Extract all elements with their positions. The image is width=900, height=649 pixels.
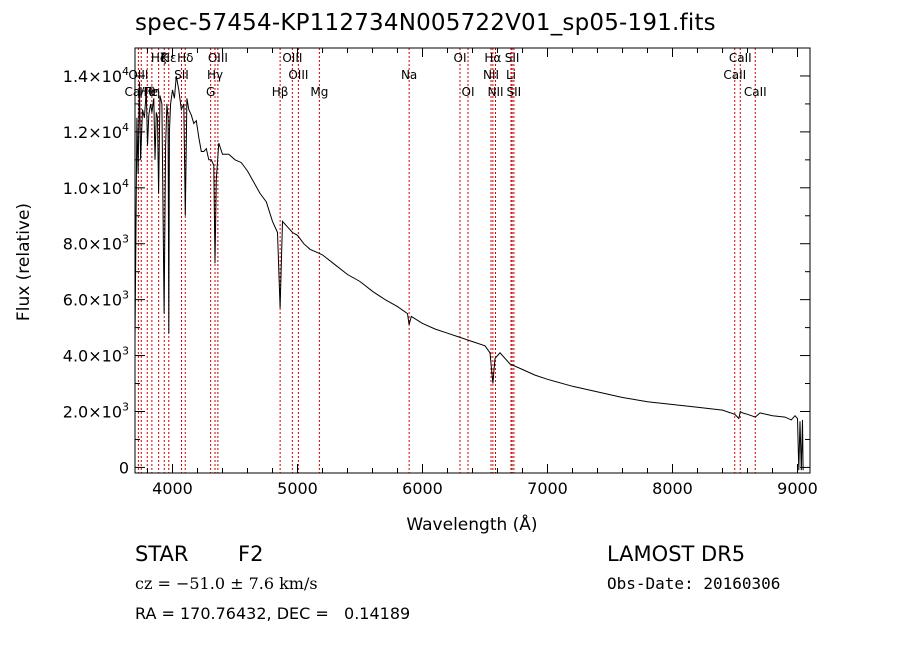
line-label: Hε <box>161 51 177 65</box>
observation-date: Obs-Date: 20160306 <box>607 574 781 593</box>
line-label: Hα <box>484 51 501 65</box>
line-label: Hδ <box>177 51 193 65</box>
y-axis-ticks: 0 2.0×103 4.0×103 6.0×103 8.0×103 1.0×104 1.2×… <box>63 65 810 477</box>
y-axis-label: Flux (relative) <box>14 203 34 321</box>
chart-title: spec-57454-KP112734N005722V01_sp05-191.f… <box>135 10 716 36</box>
y-tick-label: 0 <box>119 458 129 477</box>
line-label: K <box>160 51 169 65</box>
line-label: CaII <box>744 85 767 99</box>
x-tick-label: 5000 <box>277 479 318 498</box>
x-tick-label: 6000 <box>402 479 443 498</box>
line-label: Hθ <box>139 85 155 99</box>
emission-line-markers <box>137 48 756 473</box>
line-label: SII <box>174 68 189 82</box>
line-label: OI <box>454 51 467 65</box>
line-label: Mg <box>310 85 328 99</box>
spectrum-line <box>134 75 804 471</box>
line-label: Hζ <box>151 51 167 65</box>
line-label: Hβ <box>272 85 289 99</box>
line-label: OIII <box>282 51 302 65</box>
survey-name: LAMOST DR5 <box>607 542 746 566</box>
line-label: OIII <box>288 68 308 82</box>
y-tick-label: 6.0×103 <box>63 289 129 310</box>
line-label: NII <box>483 68 499 82</box>
line-label: NII <box>487 85 503 99</box>
line-label: Ca/Fe <box>125 85 158 99</box>
line-label: SII <box>507 85 522 99</box>
y-tick-label: 1.0×104 <box>63 177 129 198</box>
plot-frame <box>134 47 811 474</box>
y-tick-label: 1.4×104 <box>63 65 129 86</box>
x-tick-label: 7000 <box>527 479 568 498</box>
line-label: Na <box>401 68 417 82</box>
ra-dec: RA = 170.76432, DEC = 0.14189 <box>135 604 411 623</box>
object-subclass: F2 <box>238 542 264 566</box>
y-tick-label: 2.0×103 <box>63 400 129 421</box>
object-class: STAR <box>135 542 189 566</box>
line-label: OIII <box>128 68 148 82</box>
line-label: OI <box>462 85 475 99</box>
line-label: CaII <box>723 68 746 82</box>
x-axis-label: Wavelength (Å) <box>406 513 537 535</box>
line-label: Li <box>506 68 516 82</box>
line-label: Hγ <box>207 68 223 82</box>
x-axis-ticks: 4000 5000 6000 7000 8000 9000 <box>147 48 818 498</box>
x-tick-label: 4000 <box>152 479 193 498</box>
y-tick-label: 4.0×103 <box>63 345 129 366</box>
line-label: OIII <box>208 51 228 65</box>
line-label: Hη <box>144 85 161 99</box>
x-tick-label: 9000 <box>777 479 818 498</box>
line-label: SII <box>505 51 520 65</box>
y-tick-label: 8.0×103 <box>63 233 129 254</box>
line-label: CaII <box>729 51 752 65</box>
x-tick-label: 8000 <box>652 479 693 498</box>
line-label: G <box>206 85 215 99</box>
y-tick-label: 1.2×104 <box>63 121 129 142</box>
redshift-velocity: cz = −51.0 ± 7.6 km/s <box>135 574 318 593</box>
